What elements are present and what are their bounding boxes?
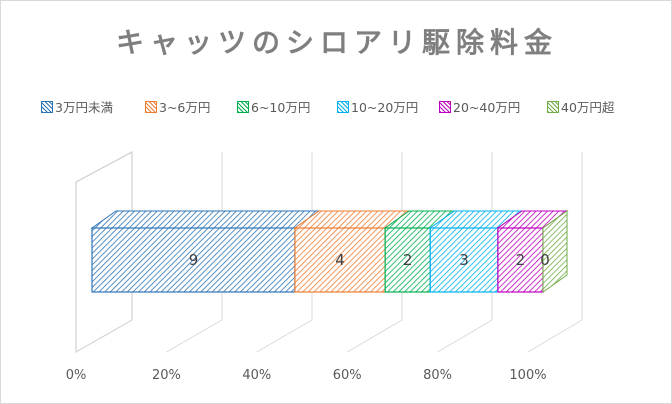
- legend-item: 10~20万円: [337, 97, 418, 116]
- data-label-5: 2: [516, 251, 526, 269]
- legend-label: 10~20万円: [351, 100, 419, 115]
- bar-segment-5: [496, 210, 569, 293]
- data-label-2: 4: [335, 251, 345, 269]
- x-tick-label: 20%: [151, 368, 181, 383]
- bar-segment-4: [428, 210, 524, 293]
- bar-side: [542, 210, 568, 293]
- data-label-3: 2: [403, 251, 413, 269]
- legend-swatch: [145, 101, 157, 113]
- x-tick-label: 100%: [509, 368, 547, 383]
- bar-front: [91, 227, 296, 293]
- x-tick-label: 80%: [423, 368, 453, 383]
- gridline-floor: [437, 319, 493, 353]
- x-tick-label: 60%: [332, 368, 362, 383]
- x-tick-label: 0%: [65, 368, 87, 383]
- chart-title: キャッツのシロアリ駆除料金: [115, 26, 558, 59]
- legend-label: 40万円超: [561, 100, 615, 115]
- legend-swatch: [41, 101, 53, 113]
- legend-label: 3万円未満: [55, 100, 113, 115]
- legend-swatch: [439, 101, 451, 113]
- legend-label: 20~40万円: [453, 100, 521, 115]
- legend-label: 3~6万円: [159, 100, 211, 115]
- legend-swatch: [337, 101, 349, 113]
- gridline-floor: [256, 319, 313, 353]
- bar-segment-1: [90, 210, 321, 293]
- data-label-6: 0: [540, 251, 550, 269]
- legend-item: 6~10万円: [237, 97, 310, 116]
- legend-item: 40万円超: [547, 97, 614, 116]
- bar-segments: [90, 210, 569, 293]
- chart-legend: 3万円未満 3~6万円 6~10万円 10~20万円 20~40万円 40万円超: [41, 97, 661, 116]
- bar-front: [294, 227, 386, 293]
- data-label-4: 3: [459, 251, 469, 269]
- legend-item: 3~6万円: [145, 97, 210, 116]
- x-tick-label: 40%: [242, 368, 272, 383]
- legend-label: 6~10万円: [251, 100, 311, 115]
- bar-segment-2: [293, 210, 411, 293]
- legend-item: 3万円未満: [41, 97, 113, 116]
- legend-item: 20~40万円: [439, 97, 520, 116]
- gridline-floor: [527, 319, 583, 353]
- gridline-floor: [75, 319, 133, 353]
- gridline-floor: [166, 319, 223, 353]
- legend-swatch: [237, 101, 249, 113]
- gridline-floor: [346, 319, 403, 353]
- bar-top: [90, 210, 321, 229]
- legend-swatch: [547, 101, 559, 113]
- data-label-1: 9: [189, 251, 199, 269]
- bar-front: [497, 227, 544, 293]
- bar-front: [429, 227, 499, 293]
